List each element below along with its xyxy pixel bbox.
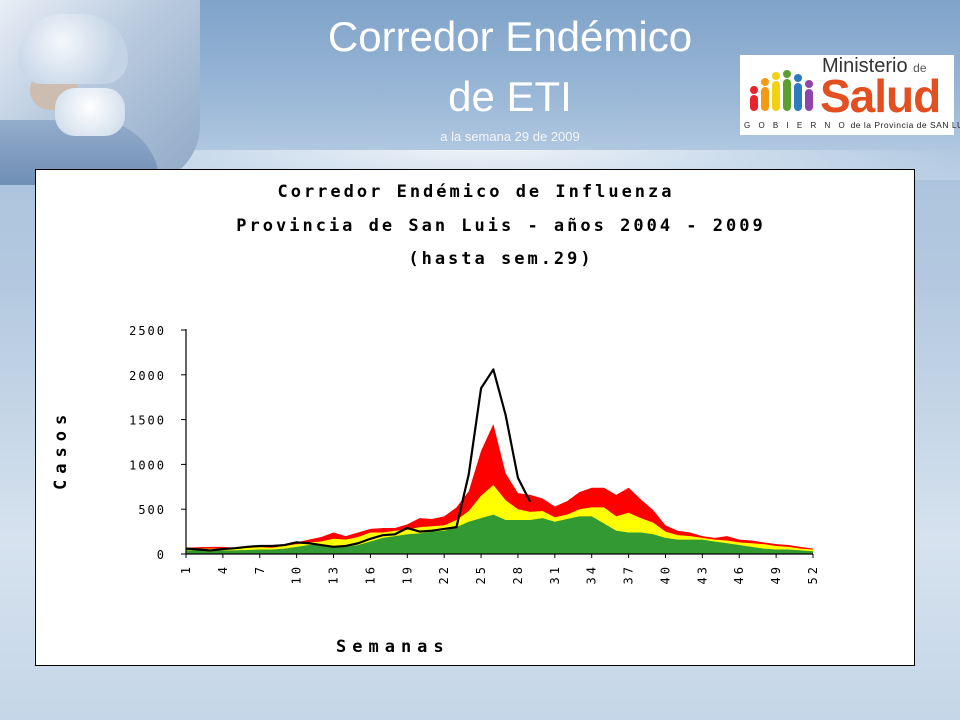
page-subtitle: a la semana 29 de 2009 (440, 129, 580, 144)
logo-person-head-icon (805, 80, 813, 88)
plot-area-group (186, 424, 813, 554)
x-tick-label: 7 (253, 564, 267, 574)
x-tick-label: 31 (548, 564, 562, 584)
ministerio-salud-logo: Ministerio de Salud G O B I E R N O de l… (740, 55, 960, 135)
page-title-line1: Corredor Endémico (327, 13, 693, 60)
logo-person-head-icon (750, 86, 758, 94)
y-tick-label: 2500 (129, 324, 166, 338)
logo-person-head-icon (783, 70, 791, 78)
logo-person-body-icon (750, 95, 758, 111)
logo-provincia-text: de la Provincia de SAN LUIS (850, 120, 960, 130)
y-tick-label: 1000 (129, 458, 166, 472)
line-2009 (185, 368, 532, 552)
logo-gobierno-word: G O B I E R N O (744, 121, 848, 130)
logo-person-head-icon (772, 72, 780, 80)
logo-de-word: de (913, 61, 927, 75)
page-title-line2: de ETI (448, 73, 572, 120)
photo-surgical-mask (55, 88, 125, 136)
x-axis-label: Semanas (336, 637, 450, 657)
logo-person-body-icon (772, 81, 780, 111)
logo-person-head-icon (794, 74, 802, 82)
logo-person-head-icon (761, 78, 769, 86)
y-tick-label: 0 (157, 548, 166, 562)
people-logo-icon (750, 70, 813, 111)
x-tick-label: 52 (806, 564, 820, 584)
endemic-corridor-chart: Corredor Endémico de Influenza Provincia… (51, 182, 820, 657)
x-tick-label: 43 (695, 564, 709, 584)
area-series-1 (186, 424, 813, 554)
y-tick-label: 500 (138, 503, 166, 517)
x-tick-label: 46 (732, 564, 746, 584)
y-tick-label: 1500 (129, 414, 166, 428)
chart-panel: Corredor Endémico de Influenza Provincia… (35, 169, 915, 666)
area-series-3 (186, 514, 813, 554)
chart-title-line2: Provincia de San Luis - años 2004 - 2009 (236, 216, 765, 236)
logo-person-body-icon (783, 79, 791, 111)
x-tick-label: 37 (622, 564, 636, 584)
x-tick-label: 22 (437, 564, 451, 584)
x-tick-label: 4 (216, 564, 230, 574)
y-tick-label: 2000 (129, 369, 166, 383)
surgeon-photo (0, 0, 200, 185)
x-tick-label: 10 (290, 564, 304, 584)
line-2009-group (185, 368, 532, 552)
logo-salud-text: Salud (820, 70, 941, 122)
logo-ministerio-word: Ministerio (822, 55, 908, 77)
logo-person-body-icon (805, 89, 813, 111)
logo-gobierno-text: G O B I E R N O de la Provincia de SAN L… (744, 120, 960, 130)
x-tick-label: 13 (327, 564, 341, 584)
x-tick-label: 19 (400, 564, 414, 584)
y-axis-label: Casos (51, 409, 71, 490)
chart-title-line1: Corredor Endémico de Influenza (277, 182, 674, 202)
x-tick-label: 16 (363, 564, 377, 584)
x-tick-label: 49 (769, 564, 783, 584)
x-tick-label: 1 (179, 564, 193, 574)
x-tick-label: 28 (511, 564, 525, 584)
chart-title-line3: (hasta sem.29) (408, 249, 593, 269)
axes-group: 0 500 1000 1500 2000 2500 1 4 7 10 13 16 19 22 25 28 31 3… (129, 324, 820, 584)
logo-person-body-icon (761, 87, 769, 111)
logo-ministerio-text: Ministerio de (822, 55, 927, 78)
x-tick-label: 34 (585, 564, 599, 584)
photo-surgical-cap (18, 14, 128, 84)
logo-person-body-icon (794, 83, 802, 111)
x-tick-label: 40 (658, 564, 672, 584)
x-tick-label: 25 (474, 564, 488, 584)
